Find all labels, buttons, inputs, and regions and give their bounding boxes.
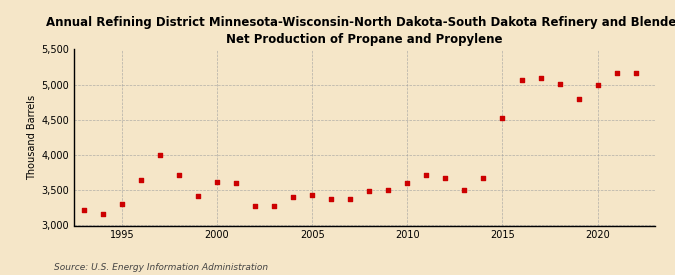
Point [192,194,203,198]
Point [516,78,527,83]
Point [592,83,603,88]
Point [630,70,641,75]
Point [326,197,337,201]
Point [497,116,508,120]
Point [573,97,584,101]
Point [250,204,261,208]
Point [402,180,412,185]
Point [269,204,279,209]
Point [173,173,184,177]
Point [554,82,565,86]
Y-axis label: Thousand Barrels: Thousand Barrels [28,95,37,180]
Point [78,208,89,212]
Point [612,71,622,76]
Point [421,173,432,177]
Point [288,195,298,200]
Point [535,76,546,81]
Point [136,178,146,183]
Point [364,189,375,193]
Title: Annual Refining District Minnesota-Wisconsin-North Dakota-South Dakota Refinery : Annual Refining District Minnesota-Wisco… [47,16,675,46]
Point [155,153,165,157]
Point [478,175,489,180]
Point [440,175,451,180]
Point [306,193,317,197]
Point [97,212,108,216]
Point [345,197,356,201]
Point [116,202,127,206]
Point [383,187,394,192]
Point [211,180,222,184]
Text: Source: U.S. Energy Information Administration: Source: U.S. Energy Information Administ… [54,263,268,272]
Point [459,187,470,192]
Point [231,181,242,185]
